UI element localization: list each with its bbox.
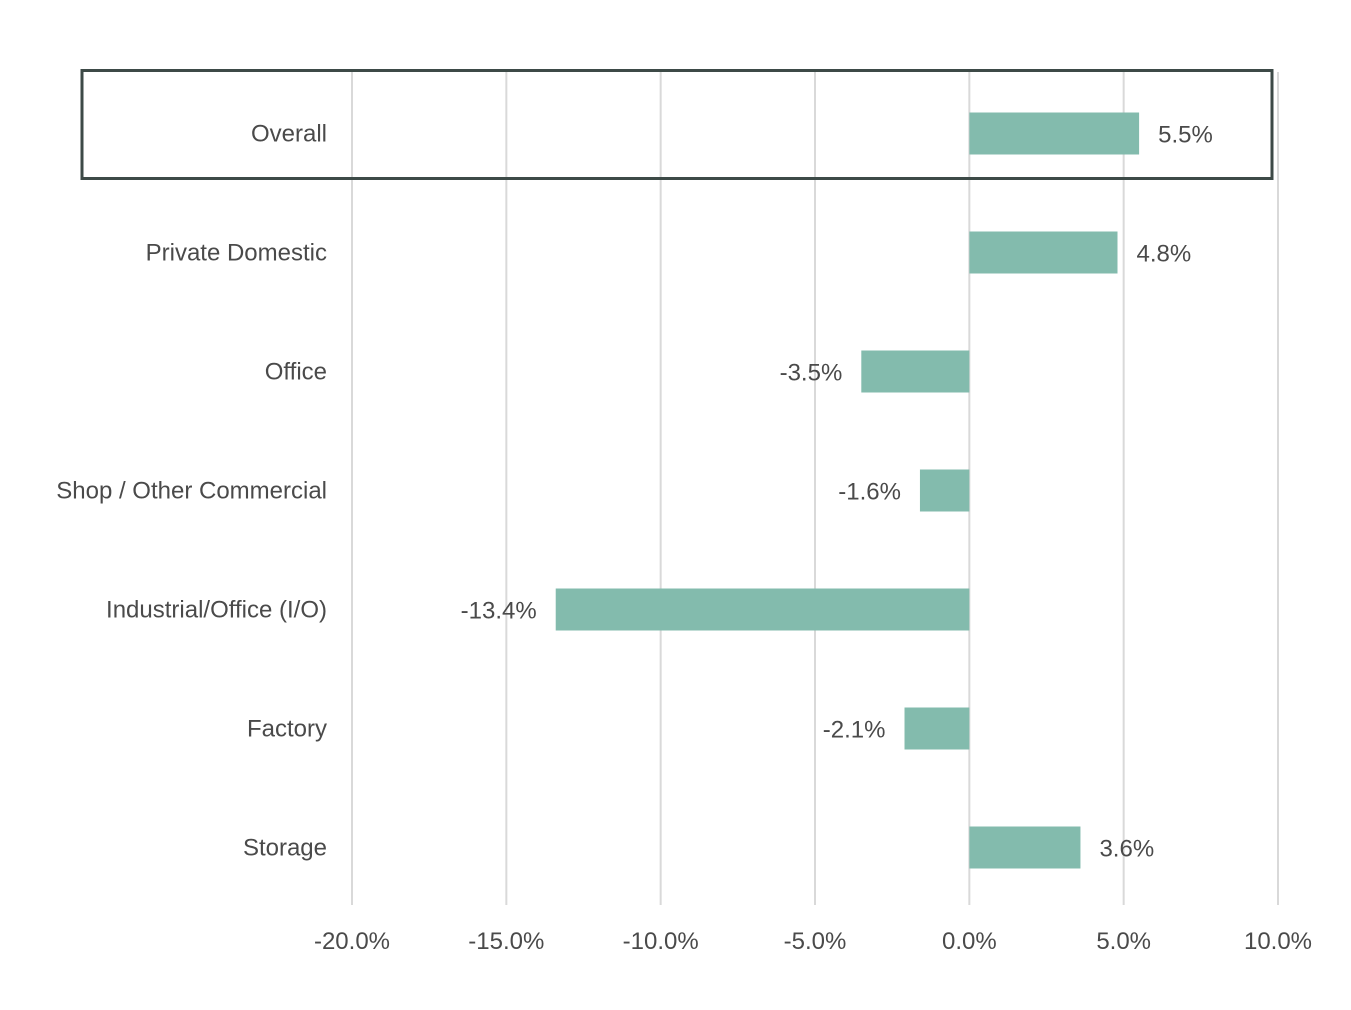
bar bbox=[919, 469, 970, 512]
x-tick-label: 5.0% bbox=[1096, 928, 1151, 955]
tick-layer: -20.0% -15.0% -10.0% -5.0% 0.0% 5.0% 10.0% bbox=[314, 928, 1312, 955]
x-tick-label: 10.0% bbox=[1244, 928, 1312, 955]
data-label: -1.6% bbox=[838, 479, 901, 506]
data-label: -3.5% bbox=[780, 360, 843, 387]
highlight-box bbox=[80, 69, 1274, 180]
category-label: Office bbox=[265, 359, 327, 386]
bar bbox=[555, 588, 970, 631]
x-tick-label: -15.0% bbox=[468, 928, 544, 955]
category-label: Overall bbox=[251, 121, 327, 148]
data-label: 5.5% bbox=[1158, 122, 1213, 149]
x-tick-label: 0.0% bbox=[942, 928, 997, 955]
bar bbox=[904, 707, 970, 750]
bar-layer bbox=[555, 112, 1140, 869]
category-label: Storage bbox=[243, 835, 327, 862]
category-label: Shop / Other Commercial bbox=[56, 478, 327, 505]
bar bbox=[969, 231, 1118, 274]
grid-layer bbox=[351, 72, 1279, 905]
data-label: 4.8% bbox=[1136, 241, 1191, 268]
bar bbox=[969, 826, 1081, 869]
label-layer: Overall 5.5% Private Domestic 4.8% Office -3.… bbox=[56, 121, 1213, 863]
category-label: Factory bbox=[247, 716, 327, 743]
bar bbox=[861, 350, 970, 393]
x-tick-label: -10.0% bbox=[623, 928, 699, 955]
highlight-layer bbox=[80, 69, 1274, 180]
x-tick-label: -5.0% bbox=[784, 928, 847, 955]
category-label: Private Domestic bbox=[146, 240, 327, 267]
data-label: -13.4% bbox=[461, 598, 537, 625]
data-label: 3.6% bbox=[1099, 836, 1154, 863]
bar bbox=[969, 112, 1140, 155]
category-label: Industrial/Office (I/O) bbox=[106, 597, 327, 624]
data-label: -2.1% bbox=[823, 717, 886, 744]
x-tick-label: -20.0% bbox=[314, 928, 390, 955]
